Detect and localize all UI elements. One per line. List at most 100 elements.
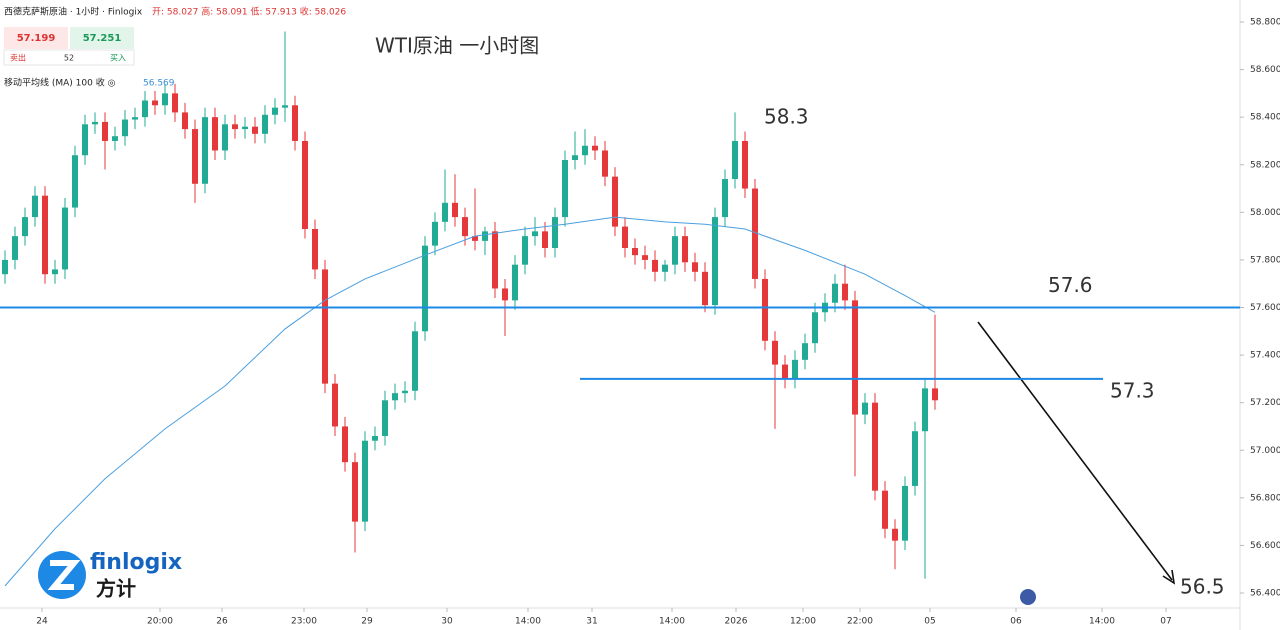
candle-body <box>462 217 468 237</box>
candle-body <box>202 117 208 184</box>
ohlc-label: 开: 58.027 高: 58.091 低: 57.913 收: 58.026 <box>152 6 346 18</box>
x-tick-label: 26 <box>216 617 228 627</box>
candle-body <box>802 343 808 360</box>
candle-body <box>2 259 8 275</box>
sell-box[interactable] <box>4 27 68 49</box>
candle-body <box>732 140 738 180</box>
candle-body <box>782 364 788 379</box>
candle-body <box>652 259 658 272</box>
candle-body <box>852 300 858 415</box>
candle-body <box>482 231 488 241</box>
buy-box[interactable] <box>70 27 134 49</box>
candle-body <box>412 331 418 391</box>
candle-body <box>132 117 138 120</box>
candle-body <box>402 390 408 394</box>
x-tick-label: 30 <box>441 617 453 627</box>
candle-body <box>312 228 318 270</box>
candle-body <box>222 124 228 151</box>
candle-body <box>532 231 538 237</box>
candle-body <box>82 124 88 156</box>
trade-row <box>3 49 135 66</box>
y-tick-label: 58.200 <box>1250 160 1280 170</box>
y-tick-label: 57.600 <box>1250 303 1280 313</box>
x-tick-label: 14:00 <box>1089 617 1115 627</box>
y-tick-label: 57.000 <box>1250 446 1280 456</box>
x-tick-label: 07 <box>1160 617 1171 627</box>
candle-body <box>372 435 378 441</box>
candle-body <box>142 100 148 118</box>
candle-body <box>572 155 578 160</box>
candle-body <box>542 231 548 249</box>
candle-body <box>232 124 238 130</box>
candle-body <box>212 117 218 151</box>
y-tick-label: 57.200 <box>1250 398 1280 408</box>
indicator-value: 56.569 <box>143 79 175 89</box>
candle-body <box>452 202 458 218</box>
candle-body <box>792 359 798 379</box>
candle-body <box>182 112 188 130</box>
candle-body <box>382 400 388 436</box>
candle-body <box>662 264 668 272</box>
x-tick-label: 23:00 <box>291 617 317 627</box>
candle-body <box>442 202 448 222</box>
annotation: 56.5 <box>1180 575 1225 599</box>
candle-body <box>352 462 358 522</box>
candle-body <box>712 217 718 306</box>
candle-body <box>22 217 28 237</box>
logo: finlogix 方计 <box>38 550 182 601</box>
chart-title: WTI原油 一小时图 <box>375 34 539 58</box>
logo-name: finlogix <box>90 550 182 575</box>
candle-body <box>272 107 278 115</box>
candle-body <box>682 236 688 263</box>
candle-body <box>842 283 848 301</box>
logo-cn: 方计 <box>96 577 136 601</box>
arrow-head <box>1162 569 1176 585</box>
candle-body <box>392 393 398 401</box>
symbol-label: 西德克萨斯原油 · 1小时 · Finlogix <box>4 6 143 18</box>
candle-body <box>672 236 678 265</box>
candle-body <box>92 121 98 125</box>
spread: 52 <box>64 54 74 63</box>
candle-body <box>262 114 268 134</box>
x-tick-label: 12:00 <box>790 617 816 627</box>
candle-body <box>162 93 168 106</box>
x-tick-label: 29 <box>361 617 373 627</box>
candle-body <box>122 119 128 137</box>
candle-body <box>512 264 518 301</box>
candle-body <box>342 426 348 463</box>
candle-body <box>592 145 598 151</box>
trend-arrow <box>977 321 1173 581</box>
candle-body <box>152 100 158 106</box>
y-tick-label: 58.600 <box>1250 65 1280 75</box>
candle-body <box>302 140 308 229</box>
x-tick-label: 24 <box>36 617 48 627</box>
candle-body <box>362 440 368 522</box>
candle-body <box>552 217 558 249</box>
candle-body <box>252 126 258 134</box>
candle-body <box>612 176 618 227</box>
candle-body <box>642 255 648 260</box>
candle-body <box>192 129 198 184</box>
buy-price: 57.251 <box>83 33 122 44</box>
x-tick-label: 2026 <box>725 617 748 627</box>
candle-body <box>702 271 708 306</box>
sell-label[interactable]: 卖出 <box>10 53 26 63</box>
candle-body <box>32 195 38 218</box>
candle-body <box>422 245 428 332</box>
x-tick-label: 22:00 <box>847 617 873 627</box>
x-tick-label: 14:00 <box>659 617 685 627</box>
candle-body <box>762 278 768 341</box>
x-tick-label: 14:00 <box>515 617 541 627</box>
candle-body <box>72 155 78 208</box>
candle-body <box>42 195 48 275</box>
buy-label[interactable]: 买入 <box>110 54 126 63</box>
us-flag <box>1020 589 1036 605</box>
candle-body <box>282 105 288 108</box>
candle-body <box>902 485 908 541</box>
candle-body <box>872 402 878 491</box>
x-tick-label: 31 <box>586 617 597 627</box>
sell-price: 57.199 <box>17 33 56 44</box>
candle-body <box>502 288 508 301</box>
candle-body <box>722 179 728 218</box>
